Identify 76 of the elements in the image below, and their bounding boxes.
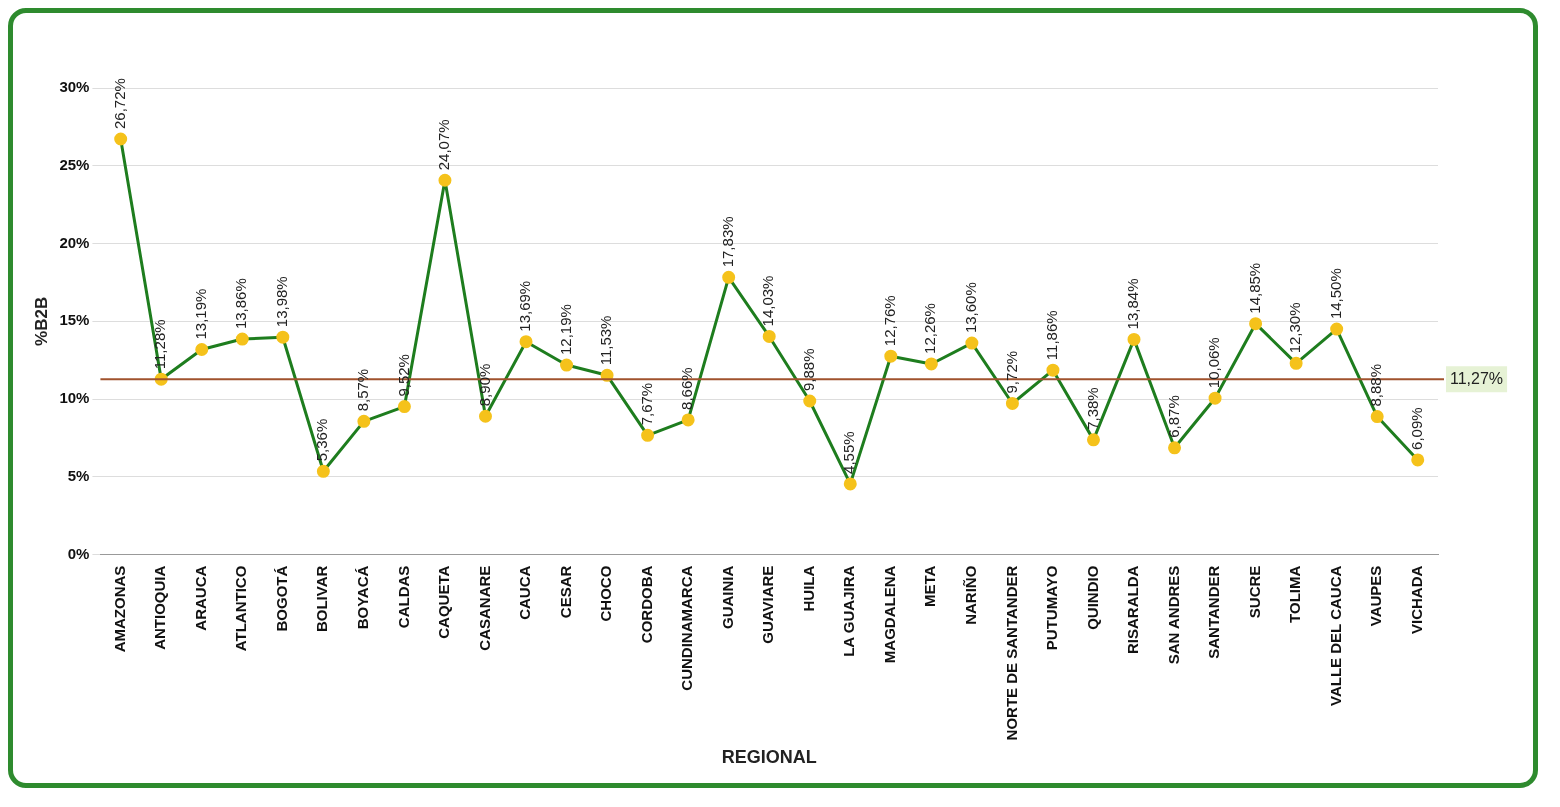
data-label: 6,09%	[1407, 407, 1425, 450]
x-tick-label: CASANARE	[475, 565, 493, 651]
y-tick-label: 10%	[59, 389, 90, 407]
data-label: 13,19%	[191, 288, 209, 340]
data-label: 13,69%	[516, 280, 534, 332]
x-tick-label: QUINDIO	[1083, 565, 1101, 630]
data-label: 7,38%	[1083, 387, 1101, 430]
y-tick-label: 25%	[59, 155, 90, 173]
data-label: 17,83%	[718, 216, 736, 268]
y-axis-title: %B2B	[31, 296, 51, 346]
data-label: 14,50%	[1326, 268, 1344, 320]
data-label: 11,28%	[151, 319, 169, 370]
x-tick-label: TOLIMA	[1286, 565, 1304, 623]
x-tick-label: BOGOTÁ	[272, 565, 290, 632]
x-tick-label: HUILA	[799, 565, 817, 612]
data-label: 13,98%	[272, 276, 290, 328]
data-label: 12,30%	[1286, 302, 1304, 354]
x-tick-label: VICHADA	[1407, 565, 1425, 635]
x-tick-label: CAQUETA	[435, 565, 453, 639]
data-label: 12,19%	[556, 304, 574, 356]
data-label: 13,86%	[232, 278, 250, 330]
data-label: 26,72%	[110, 78, 128, 130]
x-tick-label: CESAR	[556, 565, 574, 619]
y-tick-label: 15%	[59, 311, 90, 329]
x-tick-label: SAN ANDRES	[1164, 565, 1182, 665]
x-tick-label: BOYACÁ	[354, 565, 372, 630]
data-label: 8,90%	[475, 363, 493, 407]
data-label: 13,60%	[962, 282, 980, 334]
data-label: 4,55%	[840, 431, 858, 474]
x-tick-label: LA GUAJIRA	[840, 565, 858, 657]
data-label: 11,53%	[597, 315, 615, 366]
x-tick-label: PUTUMAYO	[1043, 565, 1061, 651]
data-label: 12,26%	[921, 303, 939, 354]
data-label: 6,87%	[1164, 395, 1182, 438]
data-label: 9,88%	[799, 348, 817, 391]
x-tick-label: ANTIOQUIA	[151, 565, 169, 650]
x-tick-label: VAUPES	[1367, 565, 1385, 627]
data-label: 10,06%	[1205, 337, 1223, 389]
x-tick-label: META	[921, 565, 939, 608]
data-label: 8,66%	[678, 367, 696, 410]
data-label: 12,76%	[880, 295, 898, 347]
data-label: 9,72%	[1002, 350, 1020, 394]
data-label: 5,36%	[313, 418, 331, 462]
x-tick-label: SUCRE	[1245, 565, 1263, 619]
data-label: 11,86%	[1043, 310, 1061, 361]
x-tick-label: CUNDINAMARCA	[678, 565, 696, 691]
x-tick-label: BOLIVAR	[313, 565, 331, 633]
x-tick-label: NORTE DE SANTANDER	[1002, 565, 1020, 741]
x-tick-label: CALDAS	[394, 565, 412, 629]
x-tick-label: CHOCO	[597, 565, 615, 622]
x-tick-label: MAGDALENA	[880, 565, 898, 664]
data-label: 13,84%	[1124, 278, 1142, 330]
y-tick-label: 20%	[59, 233, 90, 251]
data-label: 9,52%	[394, 354, 412, 397]
x-tick-label: GUAVIARE	[759, 565, 777, 644]
x-tick-label: VALLE DEL CAUCA	[1326, 565, 1344, 706]
x-tick-label: ARAUCA	[191, 565, 209, 631]
data-label: 14,03%	[759, 275, 777, 327]
x-tick-label: ATLANTICO	[232, 565, 250, 652]
data-label: 24,07%	[435, 119, 453, 171]
ref-line-label: 11,27%	[1450, 369, 1504, 387]
data-label: 14,85%	[1245, 262, 1263, 314]
y-tick-label: 30%	[59, 78, 90, 96]
x-tick-label: SANTANDER	[1205, 565, 1223, 659]
y-tick-label: 0%	[67, 544, 90, 562]
data-label: 7,67%	[637, 382, 655, 426]
x-tick-label: GUAINIA	[718, 565, 736, 630]
x-tick-label: CAUCA	[516, 565, 534, 620]
data-label: 8,57%	[354, 368, 372, 412]
x-tick-label: AMAZONAS	[110, 565, 128, 653]
x-tick-label: NARIÑO	[962, 565, 980, 625]
data-label: 8,88%	[1367, 363, 1385, 407]
x-tick-label: CORDOBA	[637, 565, 655, 644]
x-tick-label: RISARALDA	[1124, 565, 1142, 655]
y-tick-label: 5%	[67, 467, 90, 485]
x-axis-title: REGIONAL	[721, 747, 817, 768]
